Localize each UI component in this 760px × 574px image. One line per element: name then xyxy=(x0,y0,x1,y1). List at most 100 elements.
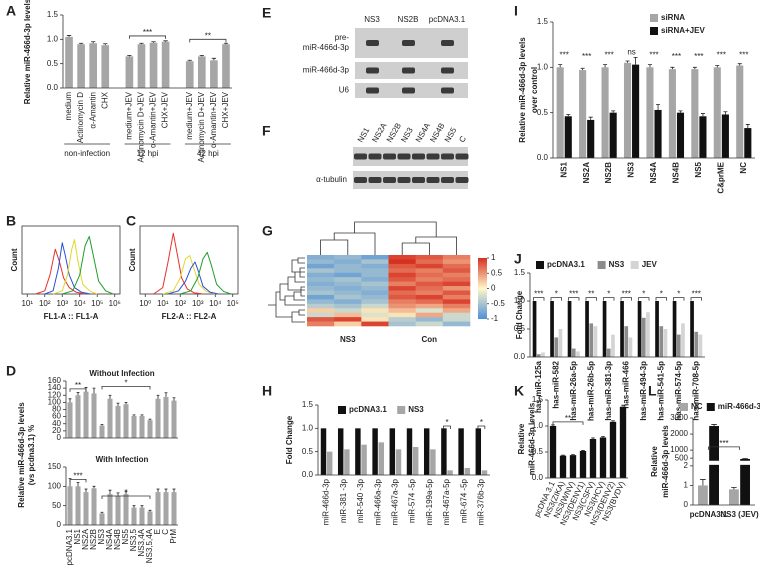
y-axis-title: Fold Change xyxy=(285,415,294,464)
plot-frame xyxy=(21,225,121,295)
bar xyxy=(606,348,611,357)
error-bar xyxy=(66,35,72,37)
heatmap-cell xyxy=(388,255,416,260)
heatmap-cell xyxy=(415,308,444,313)
error-bar xyxy=(715,65,720,68)
blot-band xyxy=(412,177,425,183)
error-bar xyxy=(561,454,565,456)
y-tick-label: 0.0 xyxy=(532,473,544,482)
bar xyxy=(83,492,89,525)
x-tick-label: Actinomycin D+JEV xyxy=(137,91,146,162)
bar xyxy=(609,112,617,158)
bar xyxy=(611,334,615,357)
error-bar xyxy=(633,56,638,65)
heatmap-cell xyxy=(307,308,335,313)
heatmap-cell xyxy=(334,321,362,327)
bar xyxy=(107,494,113,525)
x-tick-label: NS4B xyxy=(113,529,122,550)
heatmap-cell xyxy=(361,255,389,260)
significance-bracket xyxy=(585,297,597,301)
y-tick-label: 0.5 xyxy=(532,447,544,456)
panel-label: K xyxy=(514,383,524,399)
bar xyxy=(550,301,554,357)
heatmap-cell xyxy=(334,255,362,260)
y-tick-label: 120 xyxy=(48,390,62,399)
significance-bracket xyxy=(477,425,486,429)
error-bar xyxy=(223,42,229,45)
bar xyxy=(83,391,89,438)
bar xyxy=(713,67,721,158)
y-tick-label: 0.0 xyxy=(537,153,549,162)
heatmap-cell xyxy=(415,290,444,296)
bar xyxy=(163,492,169,525)
heatmap-cell xyxy=(307,312,335,318)
y-tick-label: 1.0 xyxy=(47,34,59,43)
row-label: α-tubulin xyxy=(316,175,347,184)
bar xyxy=(619,406,627,478)
y-tick-label: 1.5 xyxy=(537,17,549,26)
bar xyxy=(567,301,572,357)
heatmap-cell xyxy=(334,286,362,291)
y-axis-title: Relative xyxy=(517,423,526,454)
legend-swatch xyxy=(650,14,658,22)
bar xyxy=(123,494,129,525)
bar xyxy=(139,507,145,525)
error-bar xyxy=(670,66,675,70)
heatmap-cell xyxy=(415,277,444,282)
error-bar xyxy=(92,387,96,394)
error-bar xyxy=(124,491,128,495)
x-tick-label: C xyxy=(161,529,170,535)
annotation: * xyxy=(555,290,558,299)
panel-label: C xyxy=(126,213,136,229)
x-tick-label: has-miR-574-5p xyxy=(674,361,683,421)
x-tick-label: NS4B xyxy=(672,162,681,184)
annotation: ** xyxy=(205,31,211,40)
annotation: *** xyxy=(143,28,152,37)
x-tick-label: E xyxy=(153,529,162,534)
heatmap-cell xyxy=(307,303,335,309)
heatmap-cell xyxy=(442,308,471,313)
heatmap-cell xyxy=(388,321,416,327)
heatmap-cell xyxy=(334,299,362,305)
bar xyxy=(637,301,642,357)
y-tick-label: 0.5 xyxy=(47,59,59,68)
error-bar xyxy=(723,111,728,115)
x-tick-label: NS1 xyxy=(559,161,568,177)
x-tick-label: miR-199a-5p xyxy=(425,478,434,525)
bar xyxy=(646,67,654,158)
bar xyxy=(101,45,110,88)
y-tick-label: 60 xyxy=(52,412,61,421)
x-tick-label: miR-540 -3p xyxy=(356,478,365,523)
legend-label: JEV xyxy=(642,260,658,269)
legend-swatch xyxy=(650,27,658,35)
y-tick-label: 80 xyxy=(52,405,61,414)
error-bar xyxy=(571,454,575,456)
bar xyxy=(681,323,685,357)
legend-label: miR-466d-3p xyxy=(718,402,760,411)
color-bar-label: 1 xyxy=(491,253,496,262)
heatmap-cell xyxy=(442,263,471,269)
x-tick-label: has-miR-26a-5p xyxy=(569,361,578,421)
y-tick-label: 100 xyxy=(48,397,62,406)
y-tick-label: 1.5 xyxy=(47,10,59,19)
y-tick-label: 1000 xyxy=(670,445,688,454)
annotation: *** xyxy=(649,50,658,59)
chart-title: With Infection xyxy=(96,455,149,464)
bar xyxy=(620,301,624,357)
row-label: miR-466d-3p xyxy=(303,66,350,75)
y-tick-label: 1.5 xyxy=(514,268,526,277)
heatmap-cell xyxy=(307,272,335,278)
bar xyxy=(736,65,744,158)
heatmap-cell xyxy=(361,263,389,269)
y-tick-label: 140 xyxy=(48,383,62,392)
column-group-label: NS3 xyxy=(340,335,356,344)
bar xyxy=(161,41,170,88)
heatmap-cell xyxy=(361,312,389,318)
x-tick-label: Actinomycin D+JEV xyxy=(197,91,206,162)
bar xyxy=(131,415,137,438)
heatmap-cell xyxy=(415,268,444,274)
bar xyxy=(576,351,580,357)
x-tick-label: PrM xyxy=(169,529,178,544)
bar xyxy=(646,312,650,357)
heatmap-cell xyxy=(307,268,335,274)
